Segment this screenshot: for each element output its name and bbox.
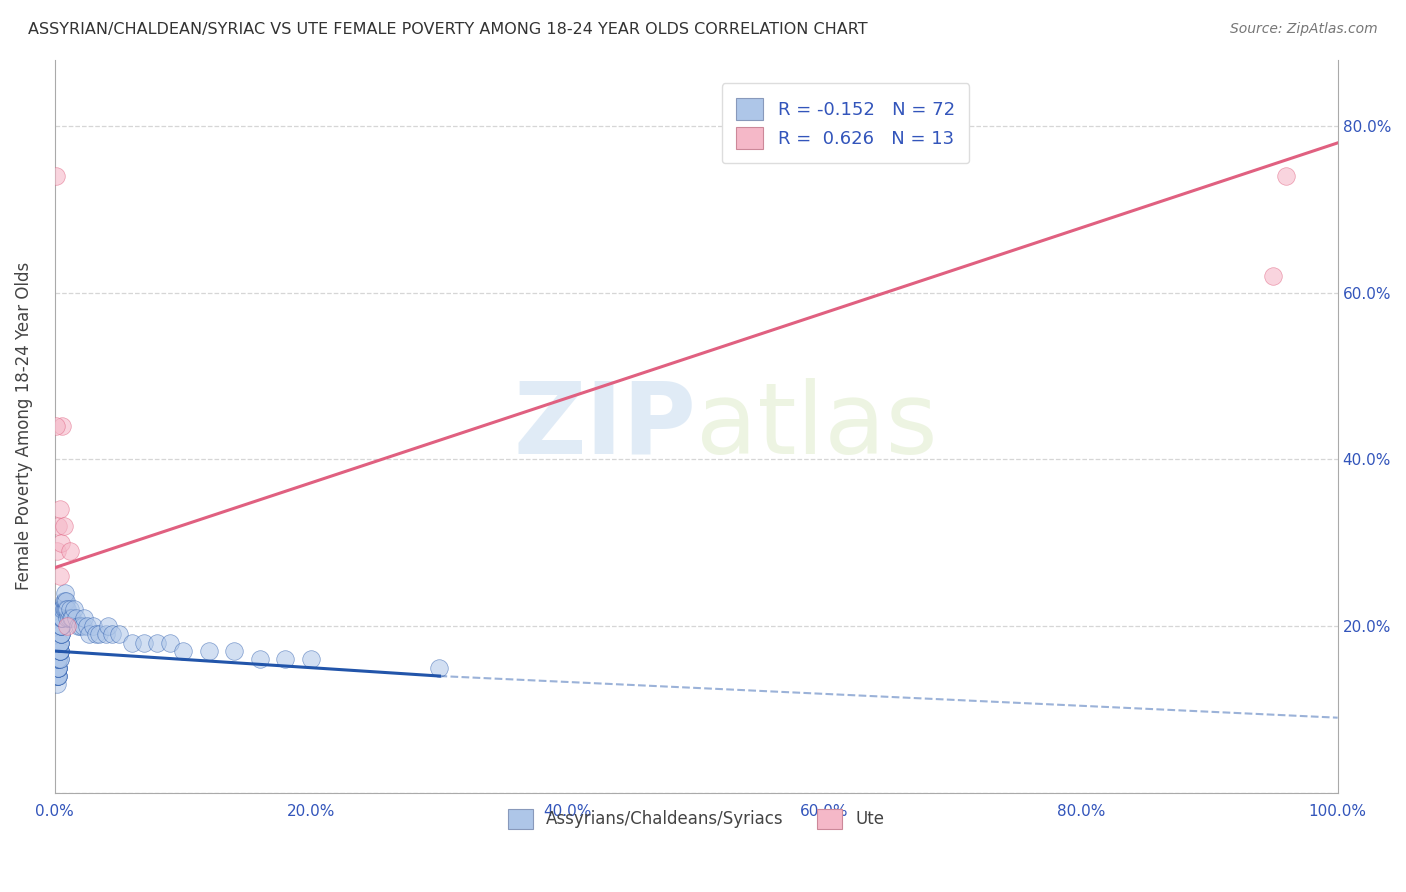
Point <box>59 602 82 616</box>
Point <box>56 619 79 633</box>
Text: Source: ZipAtlas.com: Source: ZipAtlas.com <box>1230 22 1378 37</box>
Point <box>48 669 70 683</box>
Point <box>48 661 70 675</box>
Point <box>62 611 84 625</box>
Point <box>52 519 75 533</box>
Text: ASSYRIAN/CHALDEAN/SYRIAC VS UTE FEMALE POVERTY AMONG 18-24 YEAR OLDS CORRELATION: ASSYRIAN/CHALDEAN/SYRIAC VS UTE FEMALE P… <box>28 22 868 37</box>
Point <box>46 669 69 683</box>
Point <box>48 652 70 666</box>
Point <box>107 627 129 641</box>
Point <box>56 611 79 625</box>
Point <box>76 619 98 633</box>
Point <box>45 169 67 184</box>
Point <box>48 661 70 675</box>
Point <box>48 644 70 658</box>
Point <box>55 594 77 608</box>
Text: atlas: atlas <box>696 377 938 475</box>
Point <box>51 602 73 616</box>
Point <box>65 611 87 625</box>
Point <box>51 611 73 625</box>
Point <box>53 585 76 599</box>
Point <box>77 627 100 641</box>
Point <box>46 669 69 683</box>
Point <box>172 644 194 658</box>
Legend: Assyrians/Chaldeans/Syriacs, Ute: Assyrians/Chaldeans/Syriacs, Ute <box>501 802 891 836</box>
Point <box>49 619 72 633</box>
Text: ZIP: ZIP <box>513 377 696 475</box>
Point <box>58 611 80 625</box>
Point <box>48 652 70 666</box>
Point <box>53 594 76 608</box>
Point <box>49 602 72 616</box>
Point <box>48 669 70 683</box>
Point <box>48 652 70 666</box>
Point <box>49 535 72 549</box>
Point <box>48 669 70 683</box>
Point <box>224 644 246 658</box>
Point <box>59 544 82 558</box>
Point <box>46 544 69 558</box>
Point <box>274 652 297 666</box>
Y-axis label: Female Poverty Among 18-24 Year Olds: Female Poverty Among 18-24 Year Olds <box>15 262 32 591</box>
Point <box>249 652 271 666</box>
Point <box>101 627 124 641</box>
Point <box>48 569 70 583</box>
Point <box>49 627 72 641</box>
Point <box>48 652 70 666</box>
Point <box>48 502 70 516</box>
Point <box>48 661 70 675</box>
Point <box>48 644 70 658</box>
Point <box>94 627 117 641</box>
Point <box>48 652 70 666</box>
Point <box>69 619 91 633</box>
Point <box>55 602 77 616</box>
Point <box>51 419 73 434</box>
Point <box>60 611 83 625</box>
Point <box>46 677 69 691</box>
Point <box>48 644 70 658</box>
Point <box>49 627 72 641</box>
Point <box>82 619 104 633</box>
Point <box>48 636 70 650</box>
Point <box>84 627 107 641</box>
Point <box>48 519 70 533</box>
Point <box>49 619 72 633</box>
Point <box>159 636 181 650</box>
Point <box>66 619 89 633</box>
Point <box>49 619 72 633</box>
Point <box>52 594 75 608</box>
Point <box>49 627 72 641</box>
Point <box>48 661 70 675</box>
Point <box>121 636 143 650</box>
Point <box>56 602 79 616</box>
Point <box>49 611 72 625</box>
Point <box>73 611 96 625</box>
Point <box>72 619 94 633</box>
Point <box>146 636 169 650</box>
Point <box>62 602 84 616</box>
Point <box>48 644 70 658</box>
Point <box>299 652 322 666</box>
Point <box>48 636 70 650</box>
Point <box>53 602 76 616</box>
Point <box>45 419 67 434</box>
Point <box>52 602 75 616</box>
Point <box>1263 269 1285 284</box>
Point <box>429 661 451 675</box>
Point <box>48 636 70 650</box>
Point <box>89 627 111 641</box>
Point <box>97 619 120 633</box>
Point <box>134 636 156 650</box>
Point <box>1275 169 1298 184</box>
Point <box>197 644 219 658</box>
Point <box>51 611 73 625</box>
